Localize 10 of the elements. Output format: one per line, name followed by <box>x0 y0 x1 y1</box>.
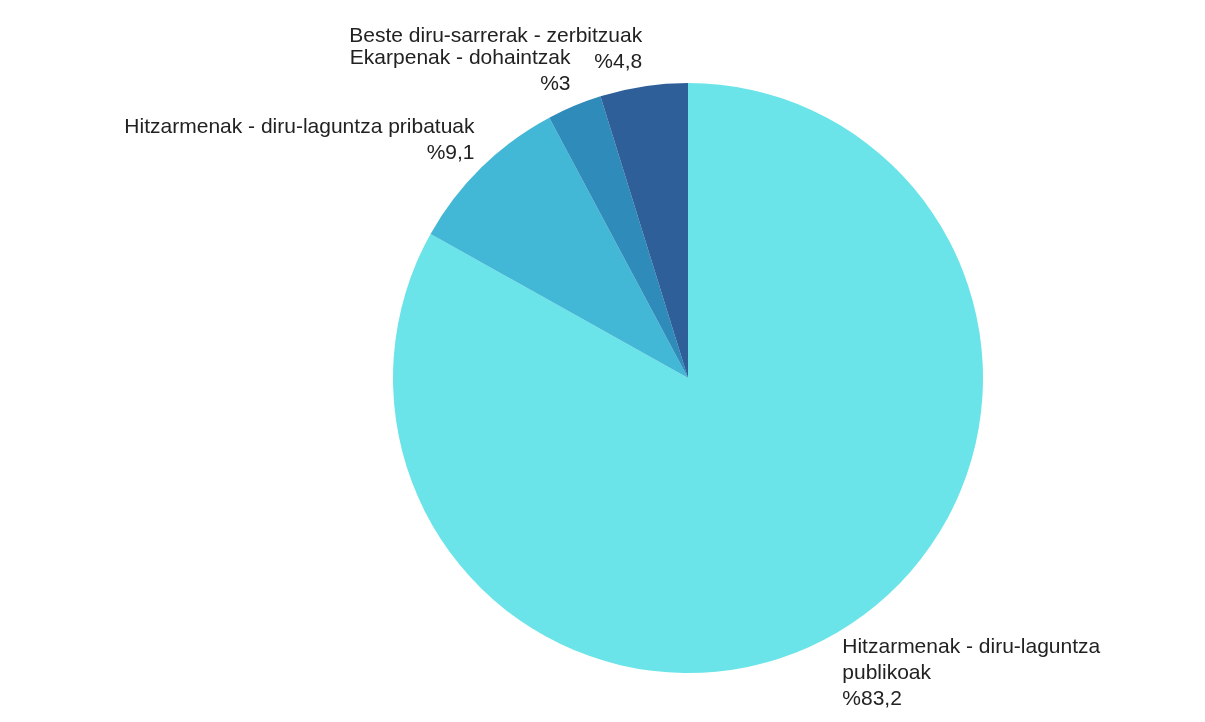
data-label: %83,2 <box>842 685 902 709</box>
data-label: %3 <box>540 70 571 94</box>
pie-slice <box>549 96 688 378</box>
slice-label: Beste diru-sarrerak - zerbitzuak <box>349 22 643 46</box>
pie-slice <box>600 83 688 378</box>
data-label: %9,1 <box>426 139 475 163</box>
slice-label: Hitzarmenak - diru-laguntza pribatuak <box>124 113 476 137</box>
slice-label: Hitzarmenak - diru-laguntza publikoak <box>842 633 1101 683</box>
data-label: %4,8 <box>594 48 643 72</box>
slice-label: Ekarpenak - dohaintzak <box>349 44 571 68</box>
